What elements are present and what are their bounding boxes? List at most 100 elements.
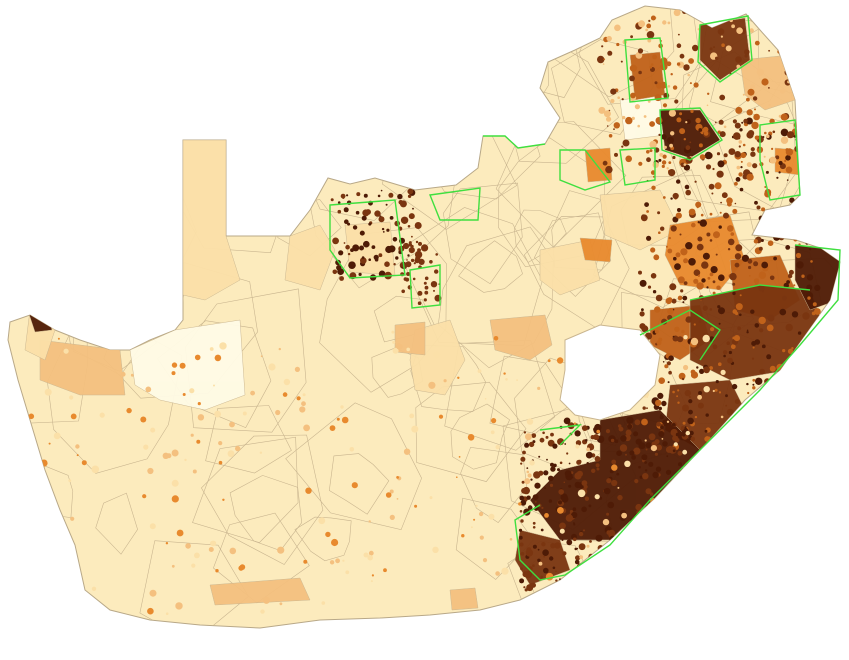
settlement-dot bbox=[753, 261, 759, 267]
settlement-dot bbox=[721, 43, 725, 47]
municipal-boundary bbox=[60, 6, 206, 95]
settlement-dot bbox=[649, 492, 654, 496]
settlement-dot bbox=[754, 40, 760, 46]
settlement-dot bbox=[799, 416, 802, 418]
settlement-dot bbox=[658, 231, 661, 234]
settlement-dot bbox=[677, 208, 681, 212]
settlement-dot bbox=[594, 456, 601, 462]
settlement-dot bbox=[680, 248, 688, 256]
settlement-dot bbox=[421, 244, 429, 252]
settlement-dot bbox=[730, 446, 736, 452]
settlement-dot bbox=[624, 579, 629, 584]
settlement-dot bbox=[213, 384, 215, 387]
settlement-dot bbox=[340, 405, 344, 409]
settlement-dot bbox=[349, 447, 355, 452]
settlement-dot bbox=[673, 578, 679, 585]
highlight-boundaries bbox=[329, 15, 841, 581]
settlement-dot bbox=[560, 603, 566, 608]
settlement-dot bbox=[773, 17, 781, 25]
settlement-dot bbox=[813, 370, 819, 376]
settlement-dot bbox=[653, 254, 660, 261]
settlement-dot bbox=[675, 499, 683, 507]
settlement-dot bbox=[532, 564, 535, 567]
settlement-dot bbox=[549, 483, 554, 487]
settlement-dot bbox=[695, 117, 701, 124]
settlement-dot bbox=[674, 576, 681, 583]
settlement-dot bbox=[568, 583, 574, 588]
settlement-dot bbox=[343, 242, 346, 244]
settlement-dot bbox=[661, 500, 667, 506]
settlement-dot bbox=[801, 426, 806, 431]
settlement-dot bbox=[343, 207, 349, 213]
settlement-dot bbox=[758, 285, 765, 292]
settlement-dot bbox=[754, 323, 760, 328]
settlement-dot bbox=[688, 409, 693, 415]
settlement-dot bbox=[814, 204, 822, 213]
settlement-dot bbox=[772, 425, 778, 430]
settlement-dot bbox=[723, 153, 728, 158]
settlement-dot bbox=[584, 562, 588, 566]
settlement-dot bbox=[813, 226, 816, 229]
settlement-dot bbox=[662, 103, 668, 108]
settlement-dot bbox=[645, 28, 649, 32]
municipal-boundary bbox=[534, 212, 612, 297]
settlement-dot bbox=[412, 207, 414, 210]
settlement-dot bbox=[682, 301, 685, 304]
settlement-dot bbox=[596, 429, 600, 434]
settlement-dot bbox=[303, 424, 310, 432]
settlement-dot bbox=[518, 502, 522, 506]
settlement-dot bbox=[670, 225, 677, 232]
settlement-dot bbox=[718, 274, 725, 282]
settlement-dot bbox=[626, 416, 634, 424]
settlement-dot bbox=[690, 555, 694, 559]
settlement-dot bbox=[301, 401, 306, 407]
settlement-dot bbox=[574, 559, 580, 565]
settlement-dot bbox=[557, 500, 563, 505]
settlement-dot bbox=[275, 409, 281, 416]
settlement-dot bbox=[808, 381, 816, 389]
settlement-dot bbox=[650, 247, 656, 253]
settlement-dot bbox=[715, 253, 718, 256]
settlement-dot bbox=[750, 147, 755, 152]
settlement-dot bbox=[765, 170, 769, 174]
settlement-dot bbox=[616, 570, 624, 579]
settlement-dot bbox=[630, 35, 633, 39]
settlement-dot bbox=[680, 289, 684, 293]
settlement-dot bbox=[608, 134, 613, 138]
settlement-dot bbox=[761, 207, 766, 212]
settlement-dot bbox=[658, 377, 665, 385]
settlement-dot bbox=[61, 527, 64, 530]
settlement-dot bbox=[540, 575, 543, 579]
settlement-dot bbox=[814, 174, 819, 179]
settlement-dot bbox=[665, 532, 669, 536]
settlement-dot bbox=[753, 278, 760, 284]
settlement-dot bbox=[739, 128, 743, 132]
settlement-dot bbox=[719, 211, 722, 214]
settlement-dot bbox=[697, 236, 703, 242]
settlement-dot bbox=[665, 469, 672, 475]
settlement-dot bbox=[702, 334, 710, 343]
settlement-dot bbox=[592, 607, 600, 615]
settlement-dot bbox=[688, 58, 694, 64]
settlement-dot bbox=[804, 206, 813, 214]
settlement-dot bbox=[640, 574, 646, 580]
settlement-dot bbox=[602, 566, 607, 571]
settlement-dot bbox=[715, 380, 719, 384]
settlement-dot bbox=[171, 479, 179, 487]
settlement-dot bbox=[774, 228, 778, 232]
settlement-dot bbox=[385, 203, 388, 206]
settlement-dot bbox=[667, 21, 671, 25]
settlement-dot bbox=[703, 366, 710, 374]
homeland-boundary bbox=[559, 149, 612, 191]
settlement-dot bbox=[348, 261, 356, 270]
settlement-dot bbox=[425, 287, 427, 290]
settlement-dot bbox=[667, 308, 674, 315]
settlement-dot bbox=[165, 612, 169, 615]
settlement-dot bbox=[165, 542, 169, 545]
settlement-dot bbox=[648, 461, 654, 467]
settlement-dot bbox=[185, 543, 191, 549]
municipal-boundary bbox=[54, 156, 197, 295]
settlement-dot bbox=[417, 301, 422, 306]
settlement-dot bbox=[781, 19, 786, 24]
municipal-boundary bbox=[201, 434, 324, 565]
